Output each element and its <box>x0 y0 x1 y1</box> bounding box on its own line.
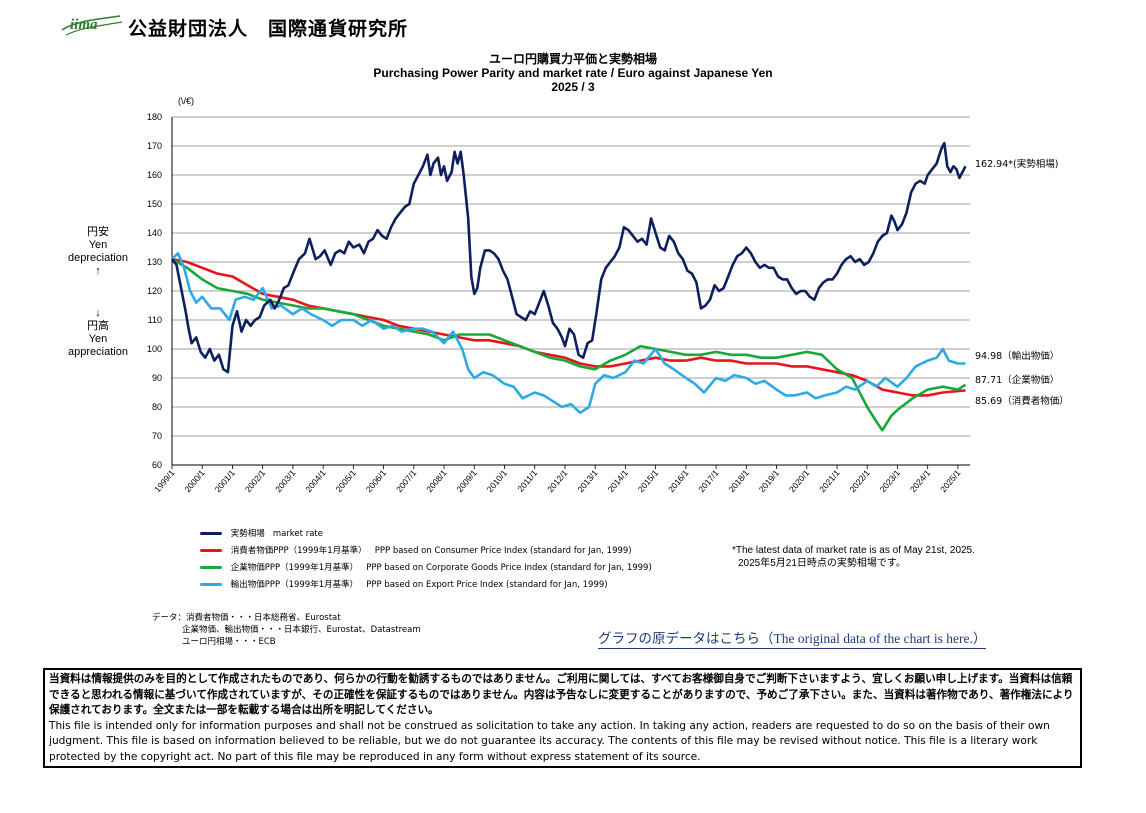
x-tick-label: 2003/1 <box>273 468 298 495</box>
end-label-epi: 94.98（輸出物価） <box>975 350 1059 362</box>
legend-item-epi: 輸出物価PPP（1999年1月基準） PPP based on Export P… <box>200 577 652 594</box>
y-tick-label: 60 <box>152 460 162 470</box>
x-tick-label: 2000/1 <box>182 468 207 495</box>
x-tick-label: 2023/1 <box>878 468 903 495</box>
end-label-market: 162.94*(実勢相場) <box>975 158 1058 170</box>
y-tick-label: 160 <box>147 170 162 180</box>
grid-lines <box>172 116 970 466</box>
x-tick-label: 2014/1 <box>606 468 631 495</box>
series-line-epi <box>171 252 966 415</box>
appreciation-jp: 円高 <box>87 320 109 332</box>
y-tick-label: 80 <box>152 402 162 412</box>
disclaimer-box: 当資料は情報提供のみを目的として作成されたものであり、何らかの行動を勧誘するもの… <box>43 668 1082 768</box>
x-tick-label: 2019/1 <box>757 468 782 495</box>
depreciation-jp: 円安 <box>87 226 109 238</box>
chart-title-jp: ユーロ円購買力平価と実勢相場 <box>488 52 657 66</box>
x-tick-label: 2015/1 <box>636 468 661 495</box>
legend-label-cgpi-jp: 企業物価PPP（1999年1月基準） <box>230 563 359 573</box>
legend-label-market-jp: 実勢相場 <box>230 529 265 539</box>
legend-label-market-en: market rate <box>272 529 323 539</box>
up-arrow-icon: ↑ <box>95 265 101 277</box>
organization-name: 公益財団法人 国際通貨研究所 <box>128 18 409 40</box>
x-tick-label: 2004/1 <box>303 468 328 495</box>
x-tick-label: 2002/1 <box>243 468 268 495</box>
down-arrow-icon: ↓ <box>95 307 101 319</box>
chart-subtitle: 2025 / 3 <box>551 80 595 94</box>
logo-text: iima <box>70 17 98 33</box>
x-tick-label: 2013/1 <box>575 468 600 495</box>
series-line-cgpi <box>171 257 967 432</box>
legend-item-cpi: 消費者物価PPP（1999年1月基準） PPP based on Consume… <box>200 543 652 560</box>
appreciation-en2: appreciation <box>68 346 128 358</box>
source-market: ユーロ円相場・・・ECB <box>182 637 276 647</box>
data-sources: データ：消費者物価・・・日本総務省、Eurostat 企業物価、輸出物価・・・日… <box>152 612 421 648</box>
legend-swatch-epi <box>200 583 222 586</box>
legend-item-cgpi: 企業物価PPP（1999年1月基準） PPP based on Corporat… <box>200 560 652 577</box>
legend-label-cgpi-en: PPP based on Corporate Goods Price Index… <box>366 563 652 573</box>
y-tick-label: 90 <box>152 373 162 383</box>
x-tick-label: 2016/1 <box>666 468 691 495</box>
x-tick-label: 2017/1 <box>696 468 721 495</box>
depreciation-en1: Yen <box>88 239 108 251</box>
end-label-cgpi: 87.71（企業物価） <box>975 374 1059 386</box>
depreciation-en2: depreciation <box>68 252 128 264</box>
appreciation-en1: Yen <box>88 333 108 345</box>
x-tick-label: 2008/1 <box>424 468 449 495</box>
depreciation-note: 円安 Yen depreciation ↑ <box>58 226 138 278</box>
series-lines <box>170 141 967 432</box>
iima-logo: iima <box>61 15 123 36</box>
x-tick-label: 2007/1 <box>394 468 419 495</box>
disclaimer-jp: 当資料は情報提供のみを目的として作成されたものであり、何らかの行動を勧誘するもの… <box>49 673 1074 717</box>
legend-label-cpi-en: PPP based on Consumer Price Index (stand… <box>374 546 632 556</box>
original-data-link[interactable]: グラフの原データはこちら（The original data of the ch… <box>598 627 987 649</box>
disclaimer-en: This file is intended only for informati… <box>49 719 1050 763</box>
x-tick-label: 2010/1 <box>485 468 510 495</box>
latest-note-jp: 2025年5月21日時点の実勢相場です。 <box>738 558 906 569</box>
x-tick-label: 2018/1 <box>726 468 751 495</box>
y-axis-unit: (\/€) <box>178 96 194 106</box>
chart-title: ユーロ円購買力平価と実勢相場 Purchasing Power Parity a… <box>0 52 1146 94</box>
y-tick-label: 120 <box>147 286 162 296</box>
x-tick-label: 2001/1 <box>213 468 238 495</box>
x-tick-label: 2020/1 <box>787 468 812 495</box>
legend-label-epi-jp: 輸出物価PPP（1999年1月基準） <box>230 580 359 590</box>
x-tick-label: 2021/1 <box>817 468 842 495</box>
y-tick-label: 150 <box>147 199 162 209</box>
y-tick-label: 70 <box>152 431 162 441</box>
latest-note-en: *The latest data of market rate is as of… <box>732 545 975 556</box>
x-tick-label: 2009/1 <box>454 468 479 495</box>
legend-swatch-market <box>200 532 222 535</box>
legend-label-epi-en: PPP based on Export Price Index (standar… <box>366 580 608 590</box>
appreciation-note: ↓ 円高 Yen appreciation <box>58 307 138 359</box>
x-tick-label: 2025/1 <box>938 468 963 495</box>
end-labels: 162.94*(実勢相場) 85.69（消費者物価） 87.71（企業物価） 94.9… <box>975 158 1069 407</box>
x-tick-label: 2011/1 <box>515 468 539 494</box>
latest-data-note: *The latest data of market rate is as of… <box>732 544 975 570</box>
source-cpi: データ：消費者物価・・・日本総務省、Eurostat <box>152 613 341 623</box>
legend-item-market: 実勢相場 market rate <box>200 526 652 543</box>
y-tick-label: 100 <box>147 344 162 354</box>
y-tick-label: 130 <box>147 257 162 267</box>
legend-swatch-cgpi <box>200 566 222 569</box>
x-tick-label: 1999/1 <box>152 468 177 495</box>
series-line-market <box>170 141 967 374</box>
x-tick-label: 2024/1 <box>908 468 933 495</box>
y-tick-label: 140 <box>147 228 162 238</box>
y-tick-label: 180 <box>147 112 162 122</box>
y-tick-label: 170 <box>147 141 162 151</box>
legend-label-cpi-jp: 消費者物価PPP（1999年1月基準） <box>230 546 367 556</box>
source-cgpi-epi: 企業物価、輸出物価・・・日本銀行、Eurostat、Datastream <box>182 625 421 635</box>
x-tick-label: 2005/1 <box>334 468 359 495</box>
x-tick-label: 2022/1 <box>847 468 872 495</box>
legend-swatch-cpi <box>200 549 222 552</box>
x-tick-label: 2012/1 <box>545 468 570 495</box>
end-label-cpi: 85.69（消費者物価） <box>975 395 1069 407</box>
chart-title-en: Purchasing Power Parity and market rate … <box>373 66 773 80</box>
series-line-cpi <box>171 257 966 397</box>
y-tick-label: 110 <box>148 315 162 325</box>
legend: 実勢相場 market rate 消費者物価PPP（1999年1月基準） PPP… <box>200 526 652 594</box>
x-tick-label: 2006/1 <box>364 468 389 495</box>
